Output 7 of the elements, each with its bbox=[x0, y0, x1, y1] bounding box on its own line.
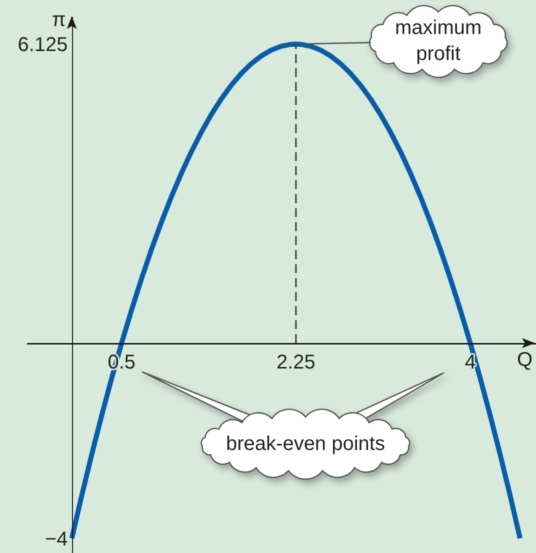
y-axis-title: π bbox=[52, 9, 66, 31]
y-tick-label: −4 bbox=[45, 528, 68, 550]
x-tick-label: 2.25 bbox=[276, 351, 316, 374]
y-tick-label: 6.125 bbox=[18, 34, 68, 56]
annotation: break-even points bbox=[226, 433, 385, 455]
annotation: maximum profit bbox=[395, 17, 482, 65]
x-axis-title: Q bbox=[517, 349, 533, 371]
